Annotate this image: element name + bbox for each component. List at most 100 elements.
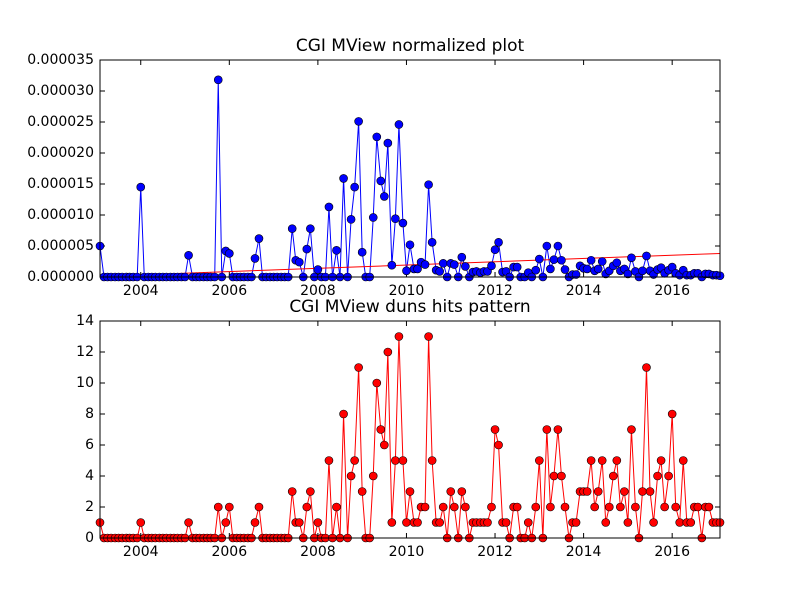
data-point [376, 425, 386, 434]
y-tick-label: 4 [85, 468, 94, 484]
y-tick-label: 0.000005 [27, 238, 94, 254]
data-point [294, 518, 304, 527]
data-point [553, 241, 563, 251]
y-tick-label: 0.000000 [27, 269, 94, 285]
data-point [294, 257, 304, 267]
data-point [597, 257, 607, 266]
data-point [420, 260, 430, 269]
y-tick-label: 0.000015 [27, 176, 94, 192]
data-point [623, 518, 633, 527]
axes-frame [99, 320, 721, 539]
data-point [391, 456, 400, 465]
data-point [487, 502, 496, 512]
data-point [582, 264, 592, 274]
data-point [250, 254, 260, 263]
data-point [546, 502, 555, 512]
data-point [324, 456, 334, 465]
data-point [420, 502, 430, 512]
data-point [649, 518, 658, 527]
data-point [704, 502, 714, 512]
data-point [535, 254, 544, 264]
data-point [608, 471, 618, 481]
data-point [354, 363, 363, 372]
data-point [535, 456, 544, 465]
data-point [667, 409, 677, 419]
data-point [604, 502, 614, 512]
data-point [221, 518, 231, 527]
data-point [387, 260, 397, 270]
data-point [586, 456, 596, 465]
data-point [413, 518, 422, 527]
data-point [593, 264, 603, 274]
data-point [557, 255, 566, 265]
data-point [542, 425, 552, 434]
data-point [213, 502, 223, 512]
data-point [306, 224, 315, 233]
data-point [376, 176, 386, 186]
data-point [427, 456, 437, 465]
data-point [346, 215, 356, 224]
y-tick-label: 10 [76, 375, 94, 391]
data-point [638, 487, 647, 496]
data-point [678, 456, 688, 465]
data-point [372, 132, 382, 142]
y-tick-label: 14 [76, 313, 94, 329]
y-tick-label: 0.000025 [27, 114, 94, 130]
x-tick-label: 2004 [123, 283, 159, 299]
data-point [339, 174, 348, 183]
data-point [531, 502, 541, 512]
data-point [402, 266, 411, 276]
y-tick-label: 0.000020 [27, 145, 94, 161]
y-tick-label: 0 [85, 530, 94, 546]
x-tick-label: 2010 [389, 283, 425, 299]
data-point [387, 518, 397, 527]
data-point [287, 224, 297, 233]
data-point [586, 255, 596, 265]
data-point [642, 363, 651, 372]
data-point [391, 214, 400, 224]
data-point [557, 471, 566, 481]
data-point [427, 237, 437, 247]
data-point [383, 138, 393, 148]
data-point [324, 202, 334, 212]
x-tick-label: 2008 [300, 283, 336, 299]
data-point [398, 218, 408, 228]
data-point [660, 502, 669, 512]
data-point [612, 258, 622, 268]
data-point [405, 240, 415, 250]
data-point [590, 502, 599, 512]
data-point [612, 456, 622, 465]
data-point [394, 332, 404, 341]
data-point [225, 249, 234, 258]
data-point [571, 518, 581, 527]
data-point [287, 487, 297, 496]
data-point [306, 487, 315, 496]
data-point [686, 518, 696, 527]
data-point [302, 502, 312, 512]
data-point [413, 264, 422, 274]
data-point [656, 456, 666, 465]
data-point [438, 502, 448, 512]
data-point [512, 262, 522, 272]
chart-title: CGI MView normalized plot [296, 36, 525, 56]
data-point [693, 502, 703, 512]
x-tick-label: 2012 [477, 544, 513, 560]
data-point [601, 518, 611, 527]
data-point [380, 192, 389, 201]
data-point [368, 213, 378, 222]
data-point [616, 502, 625, 512]
data-point [494, 237, 503, 247]
data-point [354, 117, 363, 126]
data-point [184, 518, 193, 527]
data-point [449, 260, 459, 269]
data-point [339, 409, 348, 419]
data-point [435, 267, 444, 276]
data-point [560, 265, 570, 274]
data-point [424, 180, 433, 189]
x-tick-label: 2016 [654, 283, 690, 299]
data-point [490, 425, 500, 434]
x-tick-label: 2004 [123, 544, 159, 560]
y-tick-label: 12 [76, 344, 94, 360]
